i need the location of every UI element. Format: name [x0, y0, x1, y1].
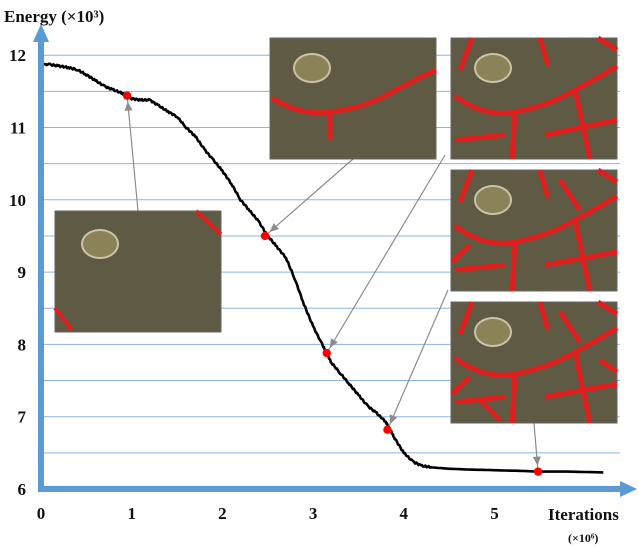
- x-tick-label: 5: [490, 504, 499, 523]
- connector-line: [326, 154, 446, 354]
- y-tick-label: 7: [18, 408, 27, 427]
- y-tick-label: 10: [9, 191, 26, 210]
- y-tick-label: 8: [18, 335, 27, 354]
- thumbnail-2: [450, 35, 619, 160]
- y-tick-label: 11: [10, 119, 26, 138]
- highlight-point: [260, 231, 270, 241]
- x-axis-arrow: [620, 481, 637, 497]
- thumbnail-3: [450, 167, 619, 292]
- x-axis-title: Iterations: [548, 505, 619, 524]
- y-tick-label: 12: [9, 46, 26, 65]
- thumbnail-0: [53, 209, 223, 333]
- highlight-point: [122, 91, 132, 100]
- highlight-markers: [122, 91, 543, 476]
- y-tick-label: 6: [18, 480, 27, 499]
- y-axis-title: Energy (×10³): [4, 7, 104, 26]
- thumbnail-images: [53, 35, 619, 424]
- connector-arrowhead: [124, 101, 133, 111]
- connector-arrowhead: [532, 456, 541, 466]
- connector-arrowhead: [269, 223, 279, 232]
- connector-lines: [124, 95, 541, 472]
- energy-curve: [40, 62, 604, 474]
- highlight-point: [533, 467, 543, 476]
- x-axis-unit: (×10⁶): [568, 531, 598, 545]
- highlight-point: [322, 348, 331, 358]
- connector-line: [126, 95, 139, 212]
- connector-arrowhead: [389, 414, 398, 425]
- y-tick-label: 9: [18, 263, 27, 282]
- x-tick-label: 1: [127, 504, 136, 523]
- connector-arrowhead: [329, 338, 338, 348]
- x-tick-label: 4: [400, 504, 409, 523]
- x-tick-label: 2: [218, 504, 227, 523]
- highlight-point: [383, 425, 392, 434]
- y-axis-arrow: [33, 24, 49, 42]
- connector-line: [264, 158, 354, 237]
- thumbnail-1: [269, 37, 438, 160]
- x-tick-label: 0: [37, 504, 46, 523]
- thumbnail-4: [450, 299, 619, 424]
- x-tick-label: 3: [309, 504, 318, 523]
- axes: [33, 24, 637, 497]
- connector-line: [386, 289, 449, 430]
